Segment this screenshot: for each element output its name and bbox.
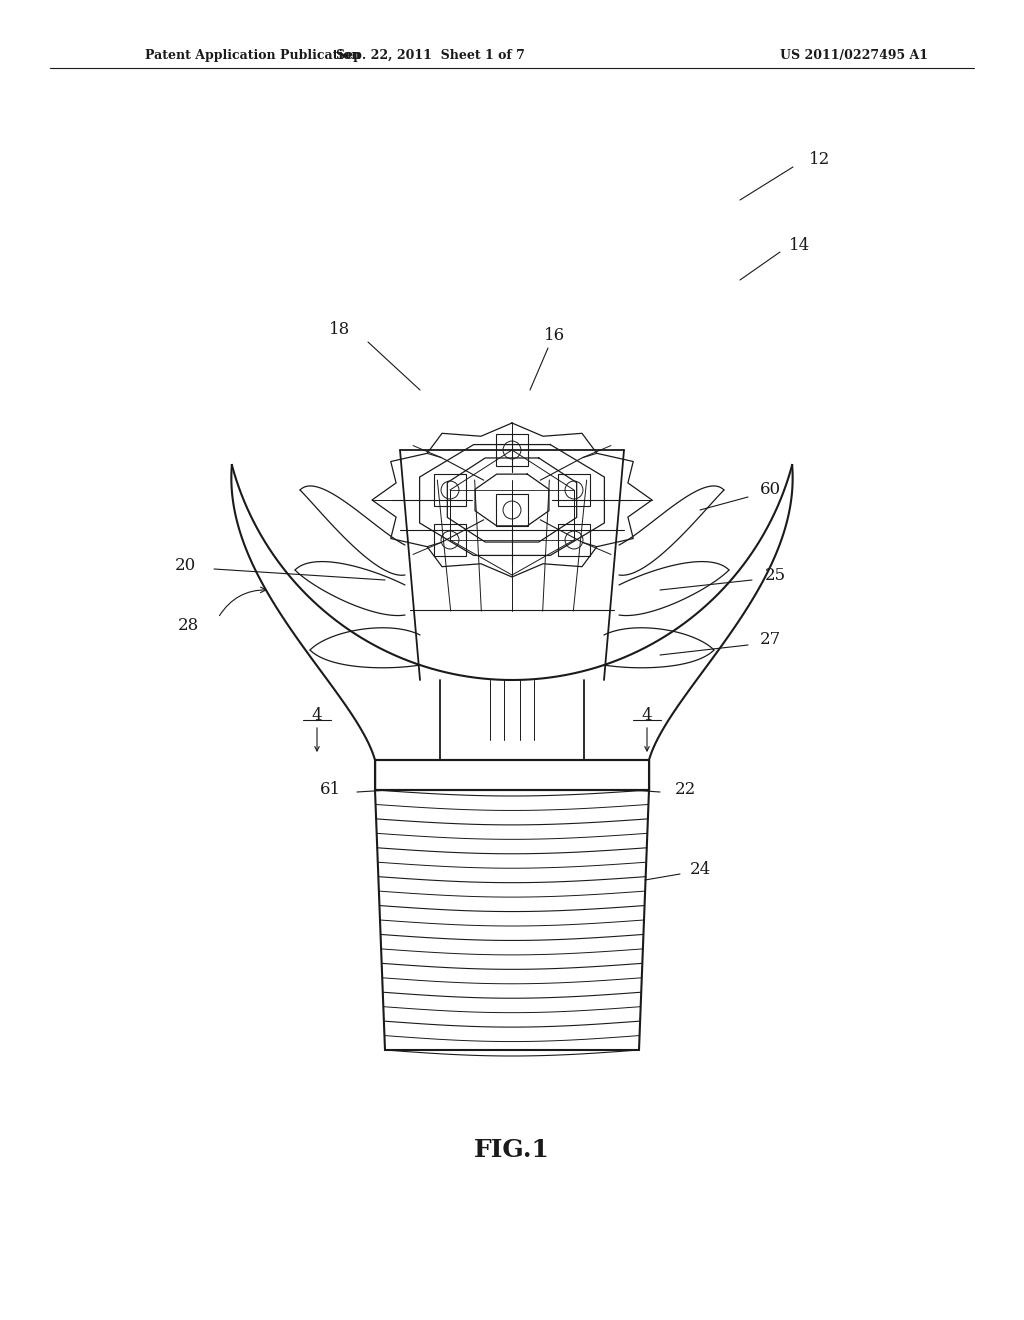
Bar — [434, 474, 466, 506]
Text: 24: 24 — [689, 862, 711, 879]
Bar — [558, 474, 590, 506]
Text: 18: 18 — [330, 322, 350, 338]
Text: 60: 60 — [760, 482, 780, 499]
Text: 4: 4 — [642, 706, 652, 723]
Text: 16: 16 — [545, 326, 565, 343]
Bar — [496, 434, 528, 466]
Text: US 2011/0227495 A1: US 2011/0227495 A1 — [780, 49, 928, 62]
Text: 25: 25 — [765, 566, 785, 583]
Text: 4: 4 — [311, 706, 323, 723]
Text: 27: 27 — [760, 631, 780, 648]
Text: 20: 20 — [174, 557, 196, 573]
Bar — [496, 494, 528, 525]
Text: 61: 61 — [319, 781, 341, 799]
Text: Sep. 22, 2011  Sheet 1 of 7: Sep. 22, 2011 Sheet 1 of 7 — [336, 49, 524, 62]
Text: 12: 12 — [809, 152, 830, 169]
Text: 14: 14 — [790, 236, 811, 253]
Text: Patent Application Publication: Patent Application Publication — [145, 49, 360, 62]
Bar — [434, 524, 466, 556]
Text: FIG.1: FIG.1 — [474, 1138, 550, 1162]
Text: 22: 22 — [675, 781, 695, 799]
Text: 28: 28 — [177, 616, 199, 634]
Bar — [558, 524, 590, 556]
